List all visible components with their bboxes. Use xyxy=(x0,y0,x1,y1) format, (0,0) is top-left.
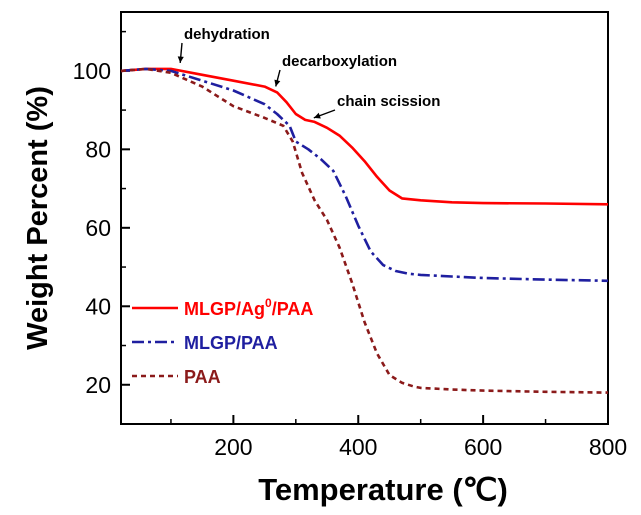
annotation-arrowhead xyxy=(313,112,321,119)
annotation-label: decarboxylation xyxy=(282,53,397,70)
x-tick-label: 200 xyxy=(214,434,252,460)
x-axis-title: Temperature (℃) xyxy=(258,472,508,507)
series-line-paa xyxy=(120,67,609,394)
x-tick-label: 800 xyxy=(589,434,627,460)
y-tick-label: 40 xyxy=(85,293,111,319)
annotation-label: chain scission xyxy=(337,93,440,110)
legend-label: MLGP/PAA xyxy=(184,333,278,353)
y-axis-title: Weight Percent (%) xyxy=(22,86,54,350)
annotation-arrowhead xyxy=(274,79,281,87)
annotation-arrowhead xyxy=(177,56,184,63)
series-line-mlgp-paa xyxy=(120,67,609,283)
x-tick-label: 400 xyxy=(339,434,377,460)
series-lines xyxy=(120,67,609,394)
y-tick-label: 80 xyxy=(85,136,111,162)
legend-label: MLGP/Ag0/PAA xyxy=(184,296,313,319)
y-tick-label: 20 xyxy=(85,372,111,398)
x-tick-label: 600 xyxy=(464,434,502,460)
y-tick-label: 100 xyxy=(73,58,111,84)
series-line-mlgp-ag0-paa xyxy=(120,67,609,206)
annotations: dehydration decarboxylation chain scission xyxy=(177,26,440,119)
axis-ticks xyxy=(121,30,609,424)
y-tick-label: 60 xyxy=(85,215,111,241)
annotation-label: dehydration xyxy=(184,26,270,43)
plot-frame xyxy=(120,11,609,425)
legend-label: PAA xyxy=(184,367,221,387)
legend: MLGP/Ag0/PAA MLGP/PAA PAA xyxy=(132,296,313,387)
axis-tick-labels: 200 400 600 800 20 40 60 80 100 xyxy=(73,58,628,460)
